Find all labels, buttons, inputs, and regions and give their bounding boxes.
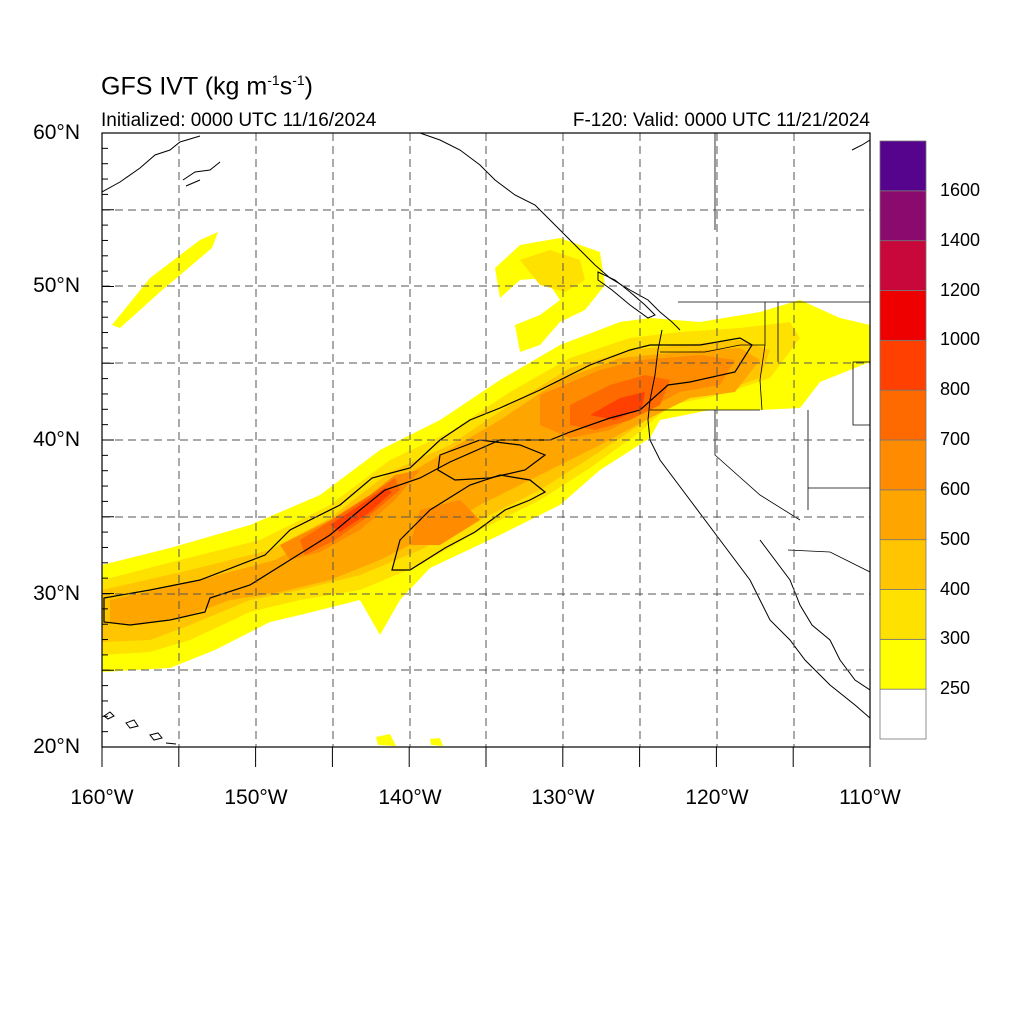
lat-label-20: 20°N bbox=[33, 735, 80, 758]
colorbar-label: 1200 bbox=[940, 279, 981, 300]
colorbar-label: 700 bbox=[940, 429, 971, 449]
colorbar-label: 250 bbox=[940, 678, 971, 699]
coast-canada-bc bbox=[419, 133, 681, 331]
lat-label-50: 50°N bbox=[33, 274, 80, 297]
colorbar-label: 1000 bbox=[940, 329, 981, 350]
border-idaho bbox=[759, 302, 766, 411]
lon-label-130: 130°W bbox=[531, 786, 595, 809]
state-borders bbox=[650, 133, 870, 573]
lon-label-110: 110°W bbox=[839, 786, 901, 809]
gridlines bbox=[102, 133, 870, 747]
lat-label-60: 60°N bbox=[33, 121, 80, 144]
border-ca-nv bbox=[714, 410, 801, 521]
lon-label-150: 150°W bbox=[224, 786, 288, 809]
ivt-band-800 bbox=[330, 392, 645, 532]
colorbar-swatch bbox=[879, 589, 927, 640]
colorbar-swatch bbox=[879, 688, 927, 740]
coast-baja bbox=[759, 539, 870, 691]
colorbar-swatch bbox=[879, 638, 927, 690]
colorbar-label: 1400 bbox=[940, 229, 981, 250]
colorbar-label: 800 bbox=[940, 379, 971, 400]
lon-label-140: 140°W bbox=[378, 786, 442, 809]
border-mt bbox=[714, 133, 779, 362]
lon-label-160: 160°W bbox=[70, 786, 134, 809]
colorbar bbox=[879, 140, 927, 740]
coast-us-west bbox=[647, 329, 870, 719]
ivt-band-250-islet bbox=[112, 232, 218, 328]
ivt-contour-loop bbox=[437, 439, 547, 481]
ivt-contour-outer bbox=[103, 337, 753, 626]
ivt-contour-inner bbox=[391, 474, 547, 571]
colorbar-label: 600 bbox=[940, 478, 971, 499]
colorbar-swatch bbox=[879, 240, 927, 291]
colorbar-swatch bbox=[879, 489, 927, 541]
coast-alaska bbox=[102, 135, 221, 193]
coast-hawaii bbox=[103, 711, 177, 745]
axis-ticks bbox=[101, 132, 871, 767]
coastlines bbox=[102, 133, 870, 745]
colorbar-label: 500 bbox=[940, 528, 971, 549]
init-time-label: Initialized: 0000 UTC 11/16/2024 bbox=[101, 110, 377, 131]
colorbar-swatch bbox=[879, 290, 927, 341]
colorbar-swatch bbox=[879, 339, 927, 391]
lat-label-30: 30°N bbox=[33, 582, 80, 605]
colorbar-swatch bbox=[879, 389, 927, 441]
colorbar-label: 400 bbox=[940, 578, 971, 599]
border-us-mexico bbox=[787, 549, 870, 573]
page-title: GFS IVT (kg m-1s-1) bbox=[101, 72, 313, 101]
colorbar-swatch bbox=[879, 539, 927, 590]
ivt-band-700 bbox=[300, 375, 670, 555]
lon-label-120: 120°W bbox=[685, 786, 749, 809]
ivt-band-300-north bbox=[520, 250, 585, 292]
valid-time-label: F-120: Valid: 0000 UTC 11/21/2024 bbox=[572, 110, 870, 131]
colorbar-swatch bbox=[879, 190, 927, 242]
ivt-band-250-south bbox=[376, 734, 443, 746]
lat-label-40: 40°N bbox=[33, 428, 80, 451]
colorbar-swatch bbox=[879, 439, 927, 491]
coast-ne-canada bbox=[851, 139, 870, 151]
colorbar-swatch bbox=[879, 140, 927, 192]
border-ut bbox=[852, 361, 870, 426]
colorbar-label: 300 bbox=[940, 628, 971, 649]
colorbar-label: 1600 bbox=[940, 179, 981, 200]
border-wa-or bbox=[660, 344, 765, 353]
